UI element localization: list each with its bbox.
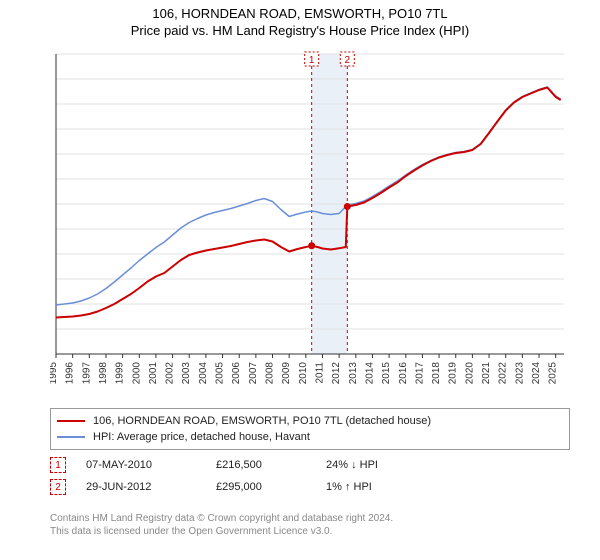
svg-text:2003: 2003 [181, 362, 192, 385]
chart-svg: £0£50K£100K£150K£200K£250K£300K£350K£400… [50, 48, 570, 388]
legend-box: 106, HORNDEAN ROAD, EMSWORTH, PO10 7TL (… [50, 408, 570, 450]
title-address: 106, HORNDEAN ROAD, EMSWORTH, PO10 7TL [0, 6, 600, 21]
svg-text:1997: 1997 [81, 362, 92, 385]
svg-text:2024: 2024 [531, 362, 542, 385]
svg-text:2008: 2008 [265, 362, 276, 385]
title-block: 106, HORNDEAN ROAD, EMSWORTH, PO10 7TL P… [0, 0, 600, 38]
legend-label: HPI: Average price, detached house, Hava… [93, 431, 310, 443]
sale-price: £216,500 [216, 459, 326, 471]
svg-text:2009: 2009 [281, 362, 292, 385]
svg-text:2015: 2015 [381, 362, 392, 385]
sale-marker-box: 1 [50, 457, 66, 473]
svg-text:2020: 2020 [464, 362, 475, 385]
legend-label: 106, HORNDEAN ROAD, EMSWORTH, PO10 7TL (… [93, 415, 431, 427]
svg-text:2019: 2019 [448, 362, 459, 385]
svg-text:2018: 2018 [431, 362, 442, 385]
svg-text:1996: 1996 [65, 362, 76, 385]
chart-container: 106, HORNDEAN ROAD, EMSWORTH, PO10 7TL P… [0, 0, 600, 560]
svg-text:2023: 2023 [514, 362, 525, 385]
chart-area: £0£50K£100K£150K£200K£250K£300K£350K£400… [50, 48, 570, 388]
svg-text:2012: 2012 [331, 362, 342, 385]
svg-text:2022: 2022 [498, 362, 509, 385]
legend-swatch [57, 420, 85, 422]
sale-marker-box: 2 [50, 479, 66, 495]
svg-text:1995: 1995 [50, 362, 59, 385]
svg-text:2002: 2002 [165, 362, 176, 385]
svg-text:1998: 1998 [98, 362, 109, 385]
svg-text:2017: 2017 [414, 362, 425, 385]
legend-swatch [57, 436, 85, 438]
legend-row: 106, HORNDEAN ROAD, EMSWORTH, PO10 7TL (… [57, 413, 563, 429]
sale-date: 29-JUN-2012 [86, 481, 216, 493]
svg-text:2021: 2021 [481, 362, 492, 385]
svg-text:2025: 2025 [548, 362, 559, 385]
sale-row: 1 07-MAY-2010 £216,500 24% ↓ HPI [50, 454, 570, 476]
sale-row: 2 29-JUN-2012 £295,000 1% ↑ HPI [50, 476, 570, 498]
title-subtitle: Price paid vs. HM Land Registry's House … [0, 23, 600, 38]
svg-text:2006: 2006 [231, 362, 242, 385]
footnote-line: This data is licensed under the Open Gov… [50, 525, 570, 538]
svg-text:2004: 2004 [198, 362, 209, 385]
footnote: Contains HM Land Registry data © Crown c… [50, 512, 570, 538]
sales-block: 1 07-MAY-2010 £216,500 24% ↓ HPI 2 29-JU… [50, 454, 570, 498]
svg-text:2010: 2010 [298, 362, 309, 385]
sale-diff: 24% ↓ HPI [326, 459, 446, 471]
svg-text:2000: 2000 [131, 362, 142, 385]
svg-text:2: 2 [345, 55, 351, 66]
svg-text:2005: 2005 [215, 362, 226, 385]
legend-row: HPI: Average price, detached house, Hava… [57, 429, 563, 445]
svg-text:2001: 2001 [148, 362, 159, 385]
svg-text:2014: 2014 [364, 362, 375, 385]
svg-text:1999: 1999 [115, 362, 126, 385]
sale-price: £295,000 [216, 481, 326, 493]
footnote-line: Contains HM Land Registry data © Crown c… [50, 512, 570, 525]
svg-text:2016: 2016 [398, 362, 409, 385]
svg-text:1: 1 [309, 55, 315, 66]
svg-text:2013: 2013 [348, 362, 359, 385]
sale-diff: 1% ↑ HPI [326, 481, 446, 493]
svg-text:2007: 2007 [248, 362, 259, 385]
svg-text:2011: 2011 [314, 362, 325, 384]
sale-date: 07-MAY-2010 [86, 459, 216, 471]
